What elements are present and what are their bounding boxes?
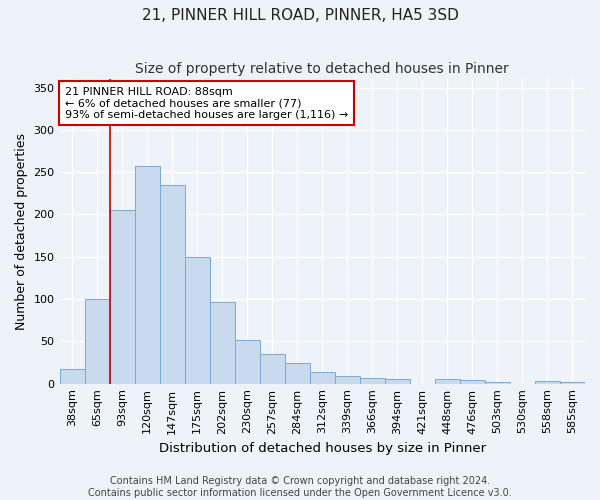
Bar bbox=[360, 378, 385, 384]
Bar bbox=[260, 354, 285, 384]
Y-axis label: Number of detached properties: Number of detached properties bbox=[15, 133, 28, 330]
Bar bbox=[209, 302, 235, 384]
Bar bbox=[485, 382, 510, 384]
Text: 21, PINNER HILL ROAD, PINNER, HA5 3SD: 21, PINNER HILL ROAD, PINNER, HA5 3SD bbox=[142, 8, 458, 22]
Bar bbox=[385, 380, 410, 384]
X-axis label: Distribution of detached houses by size in Pinner: Distribution of detached houses by size … bbox=[159, 442, 486, 455]
Bar bbox=[59, 370, 85, 384]
Bar bbox=[435, 380, 460, 384]
Bar bbox=[535, 381, 560, 384]
Bar bbox=[185, 257, 209, 384]
Bar bbox=[310, 372, 335, 384]
Bar bbox=[235, 340, 260, 384]
Bar bbox=[560, 382, 585, 384]
Bar bbox=[160, 185, 185, 384]
Text: 21 PINNER HILL ROAD: 88sqm
← 6% of detached houses are smaller (77)
93% of semi-: 21 PINNER HILL ROAD: 88sqm ← 6% of detac… bbox=[65, 86, 348, 120]
Title: Size of property relative to detached houses in Pinner: Size of property relative to detached ho… bbox=[136, 62, 509, 76]
Bar bbox=[85, 299, 110, 384]
Bar bbox=[134, 166, 160, 384]
Bar bbox=[460, 380, 485, 384]
Bar bbox=[110, 210, 134, 384]
Text: Contains HM Land Registry data © Crown copyright and database right 2024.
Contai: Contains HM Land Registry data © Crown c… bbox=[88, 476, 512, 498]
Bar bbox=[285, 362, 310, 384]
Bar bbox=[335, 376, 360, 384]
